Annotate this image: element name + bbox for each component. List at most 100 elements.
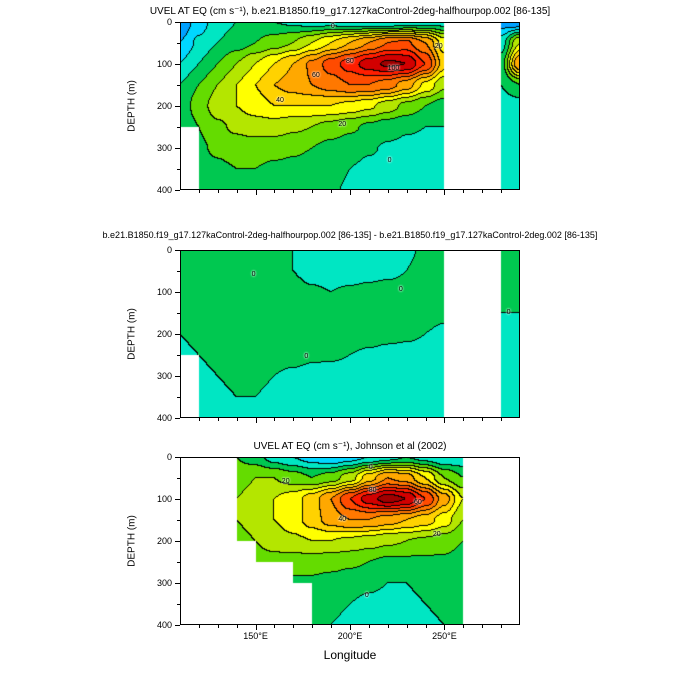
x-tick (274, 625, 276, 628)
x-tick (331, 625, 333, 628)
x-tick (444, 625, 446, 630)
y-tick-label: 400 (156, 620, 172, 630)
contour-label: 40 (276, 97, 284, 104)
y-tick (177, 355, 180, 356)
y-tick-label: 300 (156, 143, 172, 153)
y-tick (177, 85, 180, 86)
y-tick (177, 271, 180, 272)
x-tick (463, 418, 465, 421)
contour-canvas-difference (180, 250, 520, 418)
y-tick (177, 169, 180, 170)
x-tick (217, 190, 219, 193)
contour-label: 60 (414, 499, 422, 507)
y-tick (177, 478, 180, 479)
y-tick (175, 190, 180, 191)
y-tick (177, 397, 180, 398)
y-tick (175, 541, 180, 542)
x-tick (198, 190, 200, 193)
x-tick (387, 418, 389, 421)
x-tick (255, 418, 257, 423)
y-tick (175, 148, 180, 149)
x-tick (482, 418, 484, 421)
x-tick (274, 418, 276, 421)
y-tick-label: 300 (156, 578, 172, 588)
y-tick-label: 100 (156, 287, 172, 297)
contour-label: 20 (338, 121, 347, 129)
y-tick (175, 64, 180, 65)
y-tick (175, 625, 180, 626)
y-tick (175, 583, 180, 584)
y-tick-label: 200 (156, 329, 172, 339)
x-tick (444, 418, 446, 423)
panel-observations-contour: DEPTH (m) 0 100 200 300 400 150°E 200°E 250°E 0 2… (127, 452, 520, 641)
x-tick-label: 250°E (432, 631, 457, 641)
contour-label: 100 (387, 65, 400, 72)
x-tick (217, 418, 219, 421)
x-tick (312, 190, 314, 193)
panel-model-contour: DEPTH (m) 0 100 200 300 400 0 20 80 100 60 40 20 0 (127, 17, 520, 195)
x-tick (444, 190, 446, 195)
panel-1-title: UVEL AT EQ (cm s⁻¹), b.e21.B1850.f19_g17… (149, 6, 551, 17)
x-tick (350, 190, 351, 195)
x-tick (368, 190, 370, 193)
x-tick (406, 190, 408, 193)
y-tick-label: 100 (156, 59, 172, 69)
contour-label: 0 (506, 309, 511, 316)
y-tick (175, 499, 180, 500)
y-tick-label: 300 (156, 371, 172, 381)
x-tick-label: 200°E (337, 631, 363, 641)
contour-label: 0 (304, 353, 309, 361)
y-tick (175, 457, 180, 458)
x-tick-label: 150°E (243, 631, 268, 641)
contour-label: 60 (312, 71, 320, 79)
panel-3-title: UVEL AT EQ (cm s⁻¹), Johnson et al (2002… (253, 441, 447, 452)
y-tick-label: 400 (156, 185, 172, 195)
contour-label: 0 (398, 285, 403, 293)
x-tick (236, 190, 238, 193)
y-tick-label: 200 (156, 101, 172, 111)
y-tick (175, 22, 180, 23)
x-tick (350, 418, 351, 423)
x-tick (293, 190, 295, 193)
x-tick (368, 418, 370, 421)
y-axis-title: DEPTH (m) (126, 515, 138, 567)
y-tick (175, 334, 180, 335)
y-tick (175, 376, 180, 377)
y-tick (175, 292, 180, 293)
contour-label: 0 (368, 463, 373, 471)
x-tick (331, 418, 333, 421)
y-tick (175, 106, 180, 107)
y-tick-label: 0 (166, 245, 172, 255)
x-tick (312, 625, 314, 628)
contour-canvas-observations (180, 457, 520, 625)
x-tick (198, 625, 200, 628)
contour-label: 40 (338, 516, 347, 523)
x-tick (293, 418, 295, 421)
x-tick (368, 625, 370, 628)
x-tick (501, 418, 503, 421)
x-tick (406, 418, 408, 421)
x-tick (482, 625, 484, 628)
contour-canvas-model (180, 22, 520, 190)
contour-label: 0 (330, 23, 335, 30)
x-tick (425, 190, 427, 193)
x-tick (217, 625, 219, 628)
x-tick (293, 625, 295, 628)
y-tick (177, 604, 180, 605)
y-tick (177, 43, 180, 44)
y-tick (177, 562, 180, 563)
x-tick (425, 418, 427, 421)
x-tick (236, 418, 238, 421)
x-tick (255, 190, 257, 195)
x-tick (236, 625, 238, 628)
contour-label: 80 (368, 486, 377, 494)
x-tick (406, 625, 408, 628)
x-tick (501, 625, 503, 628)
x-tick (501, 190, 503, 193)
x-tick (463, 625, 465, 628)
x-tick (255, 625, 257, 630)
x-tick (331, 190, 333, 193)
x-tick (463, 190, 465, 193)
x-tick (198, 418, 200, 421)
contour-label: 0 (387, 156, 392, 164)
